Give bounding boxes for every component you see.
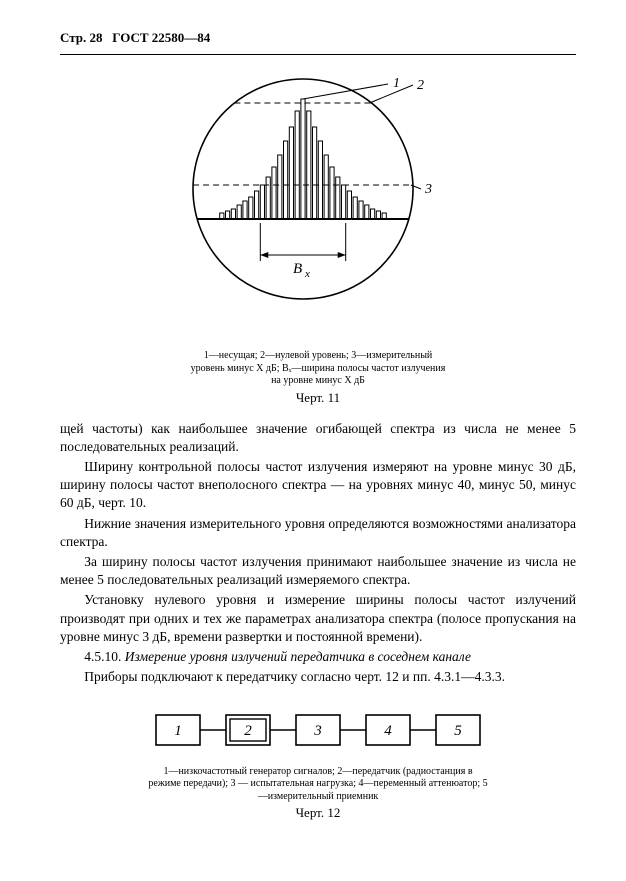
doc-code: ГОСТ 22580—84 [112,30,210,45]
svg-text:2: 2 [417,78,424,93]
para-2: Ширину контрольной полосы частот излучен… [60,458,576,513]
figure-12-label: Черт. 12 [60,805,576,821]
para-1: щей частоты) как наибольшее значение оги… [60,420,576,456]
para-5: Установку нулевого уровня и измерение ши… [60,591,576,646]
para-7: Приборы подключают к передатчику согласн… [60,668,576,686]
svg-text:5: 5 [454,723,462,739]
header-rule [60,54,576,55]
body-text: щей частоты) как наибольшее значение оги… [60,420,576,687]
svg-text:1: 1 [174,723,182,739]
svg-text:x: x [304,268,310,280]
para-3: Нижние значения измерительного уровня оп… [60,515,576,551]
figure-12-svg: 1 2 3 4 5 [128,705,508,757]
svg-text:3: 3 [424,182,432,197]
svg-text:B: B [293,261,302,277]
para-6-num: 4.5.10. [84,649,125,664]
svg-text:4: 4 [384,723,392,739]
figure-11-caption: 1—несущая; 2—нулевой уровень; 3—измерите… [188,350,448,388]
figure-11: 1 2 3 Bx [60,69,576,344]
para-6: 4.5.10. Измерение уровня излучений перед… [60,648,576,666]
para-6-italic: Измерение уровня излучений передатчика в… [125,649,471,664]
para-4: За ширину полосы частот излучения приним… [60,553,576,589]
page: Стр. 28 ГОСТ 22580—84 1 2 3 Bx 1—несущая; 2… [0,0,626,881]
figure-11-svg: 1 2 3 Bx [178,69,458,339]
svg-text:3: 3 [313,723,322,739]
page-header: Стр. 28 ГОСТ 22580—84 [60,30,576,46]
svg-text:1: 1 [393,76,400,91]
figure-12: 1 2 3 4 5 [60,705,576,762]
figure-11-label: Черт. 11 [60,390,576,406]
page-number: Стр. 28 [60,30,103,45]
svg-text:2: 2 [244,723,252,739]
figure-12-caption: 1—низкочастотный генератор сигналов; 2—п… [148,766,488,804]
